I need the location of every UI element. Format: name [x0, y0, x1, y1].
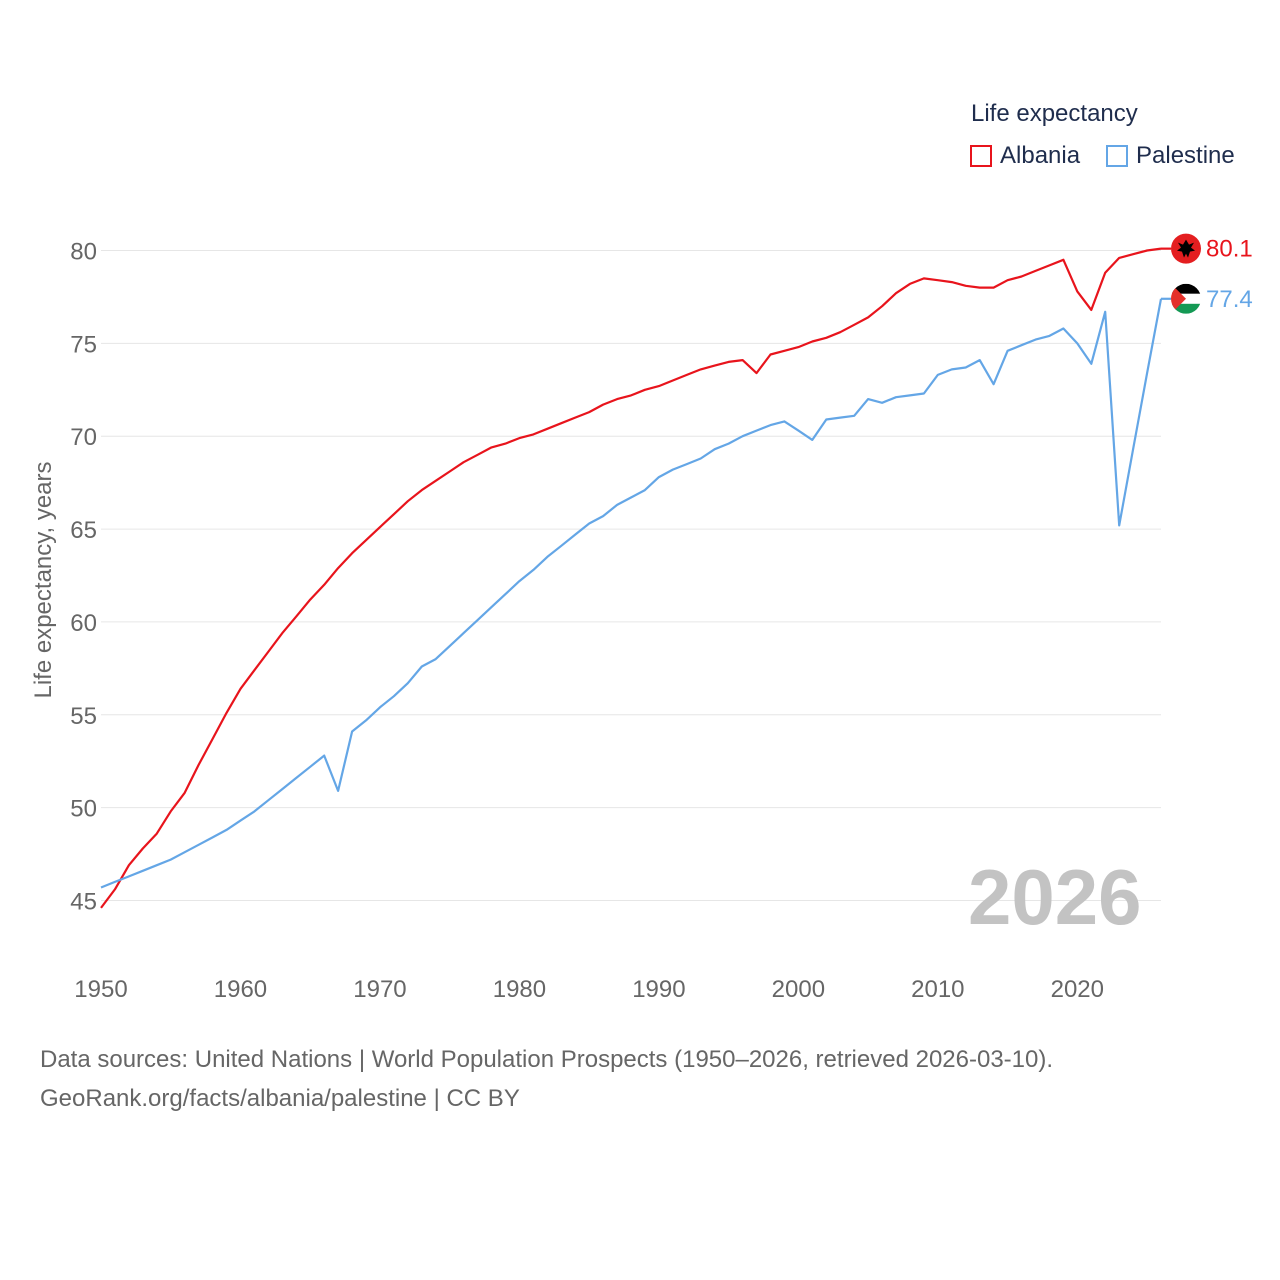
y-tick-label: 65	[70, 517, 97, 544]
footer-sources: Data sources: United Nations | World Pop…	[40, 1046, 1054, 1073]
y-tick-label: 80	[70, 239, 97, 266]
end-label-albania: 80.1	[1206, 236, 1253, 263]
x-tick-label: 1980	[493, 976, 546, 1003]
footer-attribution[interactable]: GeoRank.org/facts/albania/palestine | CC…	[40, 1085, 520, 1112]
x-tick-label: 2000	[772, 976, 825, 1003]
legend-label-albania: Albania	[1000, 142, 1081, 169]
legend-swatch-palestine	[1106, 145, 1128, 167]
series-lines	[100, 247, 1171, 909]
series-line-albania	[100, 247, 1162, 909]
y-axis-label: Life expectancy, years	[30, 461, 57, 698]
legend-item-palestine[interactable]: Palestine	[1106, 142, 1235, 170]
x-tick-label: 1990	[632, 976, 685, 1003]
legend-label-palestine: Palestine	[1136, 142, 1235, 169]
y-tick-label: 55	[70, 703, 97, 730]
y-tick-label: 50	[70, 796, 97, 823]
end-label-palestine: 77.4	[1206, 286, 1253, 313]
x-tick-label: 1950	[74, 976, 127, 1003]
y-tick-label: 70	[70, 424, 97, 451]
y-tick-label: 60	[70, 610, 97, 637]
series-line-palestine	[100, 298, 1163, 889]
palestine-flag-icon	[1171, 283, 1201, 314]
legend-title: Life expectancy	[971, 100, 1138, 127]
y-tick-label: 45	[70, 889, 97, 916]
y-tick-label: 75	[70, 331, 97, 358]
end-labels: 80.1 77.4	[1206, 236, 1253, 313]
x-tick-label: 1970	[353, 976, 406, 1003]
x-tick-label: 2010	[911, 976, 964, 1003]
x-axis: 1950 1960 1970 1980 1990 2000 2010 2020	[74, 976, 1104, 1003]
year-watermark: 2026	[968, 853, 1142, 941]
y-axis: 45 50 55 60 65 70 75 80	[70, 239, 97, 916]
x-tick-label: 1960	[214, 976, 267, 1003]
albania-flag-icon	[1171, 233, 1201, 264]
x-tick-label: 2020	[1051, 976, 1104, 1003]
grid-lines	[101, 250, 1161, 901]
legend-item-albania[interactable]: Albania	[970, 142, 1080, 170]
legend-swatch-albania	[970, 145, 992, 167]
